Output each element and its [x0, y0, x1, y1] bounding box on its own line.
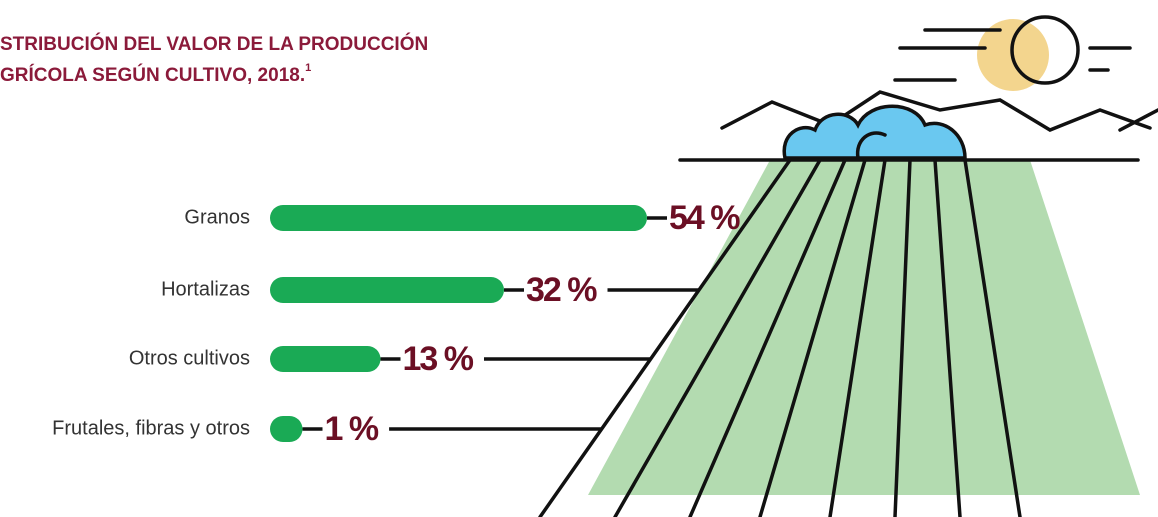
value-label: 32 %	[526, 271, 597, 309]
category-label: Hortalizas	[161, 278, 250, 300]
chart-title: GRÍCOLA SEGÚN CULTIVO, 2018.1	[0, 62, 311, 86]
value-label: 13 %	[403, 340, 474, 378]
bar	[270, 205, 647, 231]
illustration	[538, 15, 1158, 517]
chart-title: GRÍCOLA SEGÚN CULTIVO, 2018.	[0, 64, 305, 86]
bar	[270, 346, 381, 372]
category-label: Otros cultivos	[129, 347, 250, 369]
value-label: 54 %	[669, 199, 740, 237]
value-label: 1 %	[325, 410, 379, 448]
bar	[270, 416, 303, 442]
title-note: 1	[305, 62, 311, 74]
category-label: Frutales, fibras y otros	[52, 417, 250, 439]
category-label: Granos	[184, 206, 250, 228]
bar	[270, 277, 504, 303]
chart-title: STRIBUCIÓN DEL VALOR DE LA PRODUCCIÓN	[0, 33, 428, 55]
